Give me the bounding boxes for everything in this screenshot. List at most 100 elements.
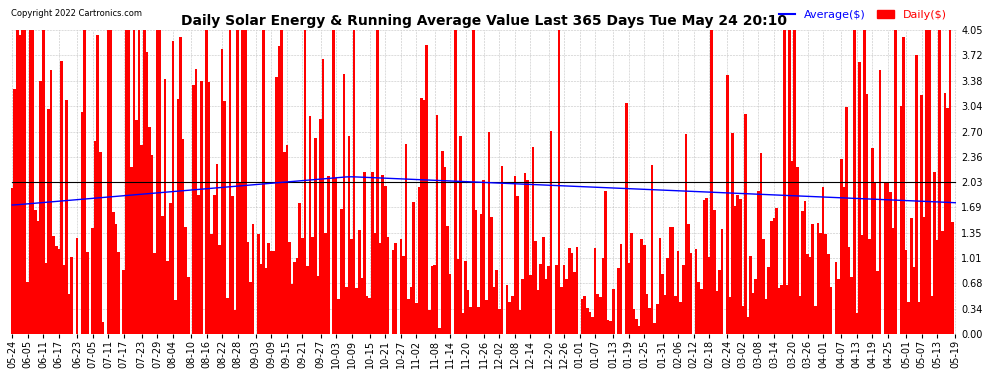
Bar — [511, 296, 514, 334]
Bar — [547, 266, 549, 334]
Bar — [529, 275, 532, 334]
Bar — [887, 183, 889, 334]
Bar — [705, 198, 708, 334]
Bar — [200, 81, 203, 334]
Bar — [855, 313, 858, 334]
Bar — [301, 238, 304, 334]
Bar — [239, 182, 242, 334]
Bar — [519, 310, 522, 334]
Bar — [343, 74, 346, 334]
Bar — [726, 75, 729, 334]
Bar — [174, 300, 176, 334]
Bar — [830, 287, 833, 334]
Bar — [184, 226, 187, 334]
Bar — [413, 202, 415, 334]
Bar — [291, 284, 293, 334]
Bar — [24, 30, 27, 334]
Bar — [744, 114, 746, 334]
Bar — [99, 152, 102, 334]
Bar — [801, 211, 804, 334]
Bar — [166, 261, 169, 334]
Bar — [247, 243, 249, 334]
Bar — [275, 77, 278, 334]
Bar — [936, 240, 939, 334]
Bar — [264, 268, 267, 334]
Bar — [840, 159, 842, 334]
Bar — [749, 256, 751, 334]
Bar — [197, 195, 200, 334]
Bar — [770, 221, 772, 334]
Bar — [107, 30, 109, 334]
Bar — [687, 224, 690, 334]
Bar — [27, 282, 29, 334]
Bar — [793, 30, 796, 334]
Bar — [477, 308, 480, 334]
Bar — [224, 101, 226, 334]
Bar — [669, 227, 671, 334]
Bar — [355, 288, 358, 334]
Bar — [543, 237, 545, 334]
Bar — [581, 298, 583, 334]
Bar — [586, 308, 589, 334]
Bar — [83, 30, 86, 334]
Bar — [428, 310, 431, 334]
Bar — [838, 279, 840, 334]
Bar — [825, 234, 827, 334]
Bar — [737, 195, 739, 334]
Bar — [86, 252, 89, 334]
Bar — [690, 254, 692, 334]
Bar — [591, 317, 594, 334]
Bar — [21, 30, 24, 334]
Bar — [612, 289, 615, 334]
Bar — [493, 287, 495, 334]
Bar — [630, 233, 633, 334]
Bar — [671, 226, 674, 334]
Bar — [472, 30, 474, 334]
Bar — [641, 239, 644, 334]
Bar — [312, 237, 314, 334]
Bar — [900, 106, 902, 334]
Bar — [309, 116, 312, 334]
Bar — [368, 298, 371, 334]
Bar — [604, 191, 607, 334]
Bar — [664, 295, 666, 334]
Bar — [439, 328, 441, 334]
Bar — [138, 30, 141, 334]
Bar — [524, 173, 527, 334]
Bar — [679, 302, 682, 334]
Bar — [373, 233, 376, 334]
Bar — [278, 46, 280, 334]
Bar — [40, 81, 42, 334]
Bar — [845, 107, 847, 334]
Bar — [495, 270, 498, 334]
Bar — [863, 30, 866, 334]
Bar — [762, 238, 765, 334]
Bar — [946, 108, 948, 334]
Bar — [698, 282, 700, 334]
Bar — [633, 309, 636, 334]
Bar — [928, 30, 931, 334]
Bar — [272, 251, 275, 334]
Bar — [262, 30, 264, 334]
Bar — [14, 89, 16, 334]
Bar — [423, 100, 426, 334]
Bar — [270, 251, 272, 334]
Bar — [853, 30, 855, 334]
Bar — [884, 183, 887, 334]
Bar — [169, 203, 171, 334]
Bar — [54, 246, 57, 334]
Bar — [902, 38, 905, 334]
Bar — [544, 279, 547, 334]
Bar — [216, 164, 218, 334]
Bar — [751, 293, 754, 334]
Bar — [456, 259, 459, 334]
Bar — [850, 278, 853, 334]
Bar — [123, 270, 125, 334]
Bar — [298, 203, 301, 334]
Bar — [62, 265, 65, 334]
Bar — [467, 291, 469, 334]
Bar — [314, 138, 317, 334]
Bar — [796, 167, 799, 334]
Bar — [444, 166, 446, 334]
Bar — [234, 310, 237, 334]
